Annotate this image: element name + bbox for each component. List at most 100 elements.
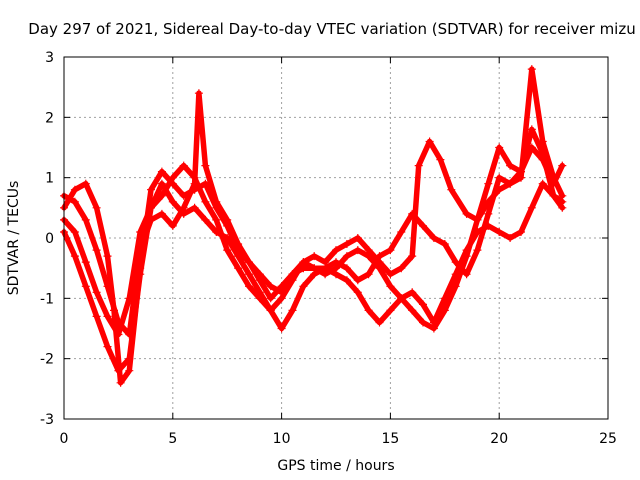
data-point	[234, 264, 243, 273]
data-point	[114, 330, 123, 339]
data-point	[288, 276, 297, 285]
y-tick-label: -3	[40, 412, 54, 428]
data-point	[255, 276, 264, 285]
data-point	[190, 203, 199, 212]
data-point	[245, 282, 253, 291]
data-point	[103, 312, 112, 321]
data-point	[81, 215, 90, 224]
data-point	[70, 197, 79, 206]
data-point	[342, 240, 351, 248]
data-point	[157, 179, 166, 188]
data-point	[342, 252, 351, 261]
chart-title: Day 297 of 2021, Sidereal Day-to-day VTE…	[28, 20, 635, 38]
data-point	[81, 258, 90, 267]
x-tick-label: 20	[490, 431, 508, 447]
data-point	[397, 264, 406, 273]
data-point	[440, 240, 449, 248]
data-point	[558, 161, 567, 170]
y-tick-label: 0	[45, 231, 54, 247]
series-4	[60, 65, 567, 339]
data-point	[549, 191, 558, 200]
data-point	[168, 197, 177, 206]
data-point	[495, 143, 504, 152]
series-3	[60, 89, 567, 339]
data-point	[266, 294, 275, 303]
series-line	[61, 90, 566, 338]
data-point	[558, 203, 567, 212]
data-point	[223, 215, 232, 224]
y-axis-label: SDTVAR / TECUs	[6, 181, 22, 296]
data-point	[451, 258, 460, 267]
data-point	[125, 366, 134, 375]
data-point	[103, 252, 112, 261]
data-point	[147, 185, 155, 194]
data-point	[495, 185, 504, 194]
data-point	[125, 330, 134, 339]
data-point	[527, 143, 536, 152]
data-point	[310, 264, 319, 273]
data-point	[179, 161, 188, 170]
data-point	[440, 294, 449, 303]
data-point	[527, 65, 536, 74]
data-point	[425, 137, 434, 146]
data-point	[321, 258, 330, 267]
data-point	[332, 246, 340, 255]
data-point	[223, 246, 232, 255]
data-point	[386, 270, 395, 279]
data-point	[436, 155, 445, 164]
data-point	[201, 161, 210, 170]
y-tick-labels: -3 -2 -1 0 1 2 3	[40, 50, 54, 428]
data-point	[414, 161, 423, 170]
data-point	[70, 185, 79, 194]
data-point	[70, 252, 79, 261]
data-point	[473, 215, 482, 224]
data-point	[147, 203, 155, 212]
x-tick-label: 10	[273, 431, 291, 447]
data-point	[136, 228, 145, 236]
data-point	[375, 318, 384, 327]
data-point	[157, 167, 166, 176]
data-point	[266, 306, 275, 315]
data-point	[538, 179, 547, 188]
data-point	[462, 270, 471, 279]
data-point	[473, 246, 482, 255]
data-point	[429, 318, 438, 327]
data-point	[484, 209, 493, 218]
data-point	[549, 173, 558, 182]
data-point	[212, 197, 221, 206]
data-point	[419, 221, 427, 230]
data-point	[462, 209, 471, 218]
y-tick-label: -2	[40, 352, 54, 368]
data-point	[495, 228, 504, 236]
data-point	[342, 264, 351, 273]
data-point	[484, 179, 493, 188]
data-point	[353, 276, 362, 285]
data-point	[125, 294, 134, 303]
data-point	[353, 234, 362, 242]
data-point	[245, 258, 253, 267]
data-point	[429, 234, 438, 242]
data-point	[527, 125, 536, 134]
data-point	[386, 282, 395, 291]
data-point	[353, 288, 362, 297]
data-point	[92, 203, 101, 212]
data-point	[245, 270, 253, 279]
data-point	[81, 282, 90, 291]
data-series	[60, 65, 567, 387]
grid-lines	[64, 57, 608, 419]
data-point	[342, 276, 351, 285]
data-point	[495, 173, 504, 182]
data-point	[277, 294, 286, 303]
data-point	[190, 173, 199, 182]
data-point	[506, 161, 515, 170]
data-point	[125, 354, 134, 363]
data-point	[397, 228, 406, 236]
data-point	[92, 288, 101, 297]
data-point	[116, 378, 125, 387]
data-point	[462, 246, 471, 255]
data-point	[517, 228, 525, 236]
data-point	[408, 252, 417, 261]
x-tick-label: 0	[60, 431, 69, 447]
data-point	[157, 209, 166, 218]
x-tick-label: 15	[381, 431, 399, 447]
